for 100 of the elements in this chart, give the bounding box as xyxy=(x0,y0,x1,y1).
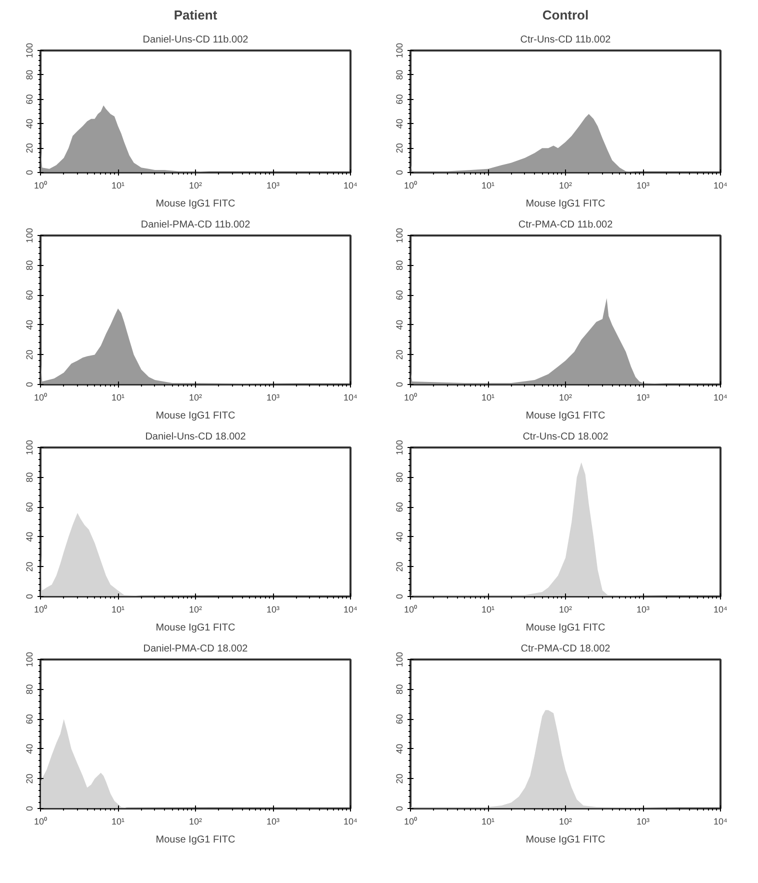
x-tick-label: 10³ xyxy=(636,392,650,402)
y-tick-label: 0 xyxy=(394,170,404,176)
x-tick-label: 10² xyxy=(188,180,202,190)
x-tick-label: 10¹ xyxy=(111,180,125,190)
x-tick-label: 10¹ xyxy=(111,816,125,826)
chart-title: Ctr-Uns-CD 18.002 xyxy=(522,432,609,442)
chart-title: Daniel-PMA-CD 11b.002 xyxy=(140,220,251,230)
y-tick-label: 60 xyxy=(24,290,34,300)
y-tick-label: 40 xyxy=(24,118,34,129)
chart-title: Daniel-Uns-CD 18.002 xyxy=(145,432,246,442)
x-tick-label: 10¹ xyxy=(111,392,125,402)
x-tick-label: 10³ xyxy=(636,816,650,826)
y-tick-label: 80 xyxy=(394,260,404,270)
x-axis-title: Mouse IgG1 FITC xyxy=(526,834,606,846)
x-axis-title: Mouse IgG1 FITC xyxy=(526,622,606,634)
x-axis-title: Mouse IgG1 FITC xyxy=(156,834,236,846)
x-tick-label: 10² xyxy=(558,604,572,614)
y-tick-label: 100 xyxy=(394,652,404,668)
x-tick-label: 10² xyxy=(558,816,572,826)
y-tick-label: 80 xyxy=(24,684,34,694)
x-tick-label: 10⁴ xyxy=(714,604,728,614)
x-tick-label: 10⁰ xyxy=(34,604,48,614)
x-tick-label: 10⁰ xyxy=(34,816,48,826)
x-tick-label: 10⁴ xyxy=(344,816,358,826)
x-tick-label: 10⁰ xyxy=(404,392,418,402)
y-tick-label: 100 xyxy=(394,440,404,456)
x-tick-label: 10³ xyxy=(636,604,650,614)
y-tick-label: 40 xyxy=(394,744,404,754)
y-tick-label: 100 xyxy=(394,42,404,58)
x-tick-label: 10⁴ xyxy=(714,180,728,190)
x-tick-label: 10⁰ xyxy=(404,604,418,614)
x-axis-title: Mouse IgG1 FITC xyxy=(156,410,236,422)
x-tick-label: 10⁴ xyxy=(344,180,358,190)
y-tick-label: 20 xyxy=(394,774,404,784)
x-tick-label: 10⁰ xyxy=(34,180,48,190)
y-tick-label: 60 xyxy=(24,714,34,724)
y-tick-label: 100 xyxy=(24,652,34,668)
y-tick-label: 100 xyxy=(394,228,404,244)
x-tick-label: 10³ xyxy=(266,180,280,190)
x-tick-label: 10⁰ xyxy=(404,816,418,826)
y-tick-label: 20 xyxy=(24,774,34,784)
y-tick-label: 100 xyxy=(24,228,34,244)
y-tick-label: 20 xyxy=(24,562,34,572)
y-tick-label: 60 xyxy=(394,714,404,724)
y-tick-label: 20 xyxy=(394,350,404,360)
x-tick-label: 10¹ xyxy=(481,392,495,402)
y-tick-label: 20 xyxy=(24,143,34,154)
y-tick-label: 80 xyxy=(24,472,34,482)
chart-title: Daniel-Uns-CD 11b.002 xyxy=(142,34,249,46)
y-tick-label: 60 xyxy=(394,502,404,512)
x-tick-label: 10⁴ xyxy=(344,392,358,402)
y-tick-label: 80 xyxy=(24,70,34,80)
y-tick-label: 40 xyxy=(24,744,34,754)
text: Patient xyxy=(174,8,218,22)
x-tick-label: 10² xyxy=(188,392,202,402)
x-tick-label: 10³ xyxy=(636,180,650,190)
x-tick-label: 10³ xyxy=(266,604,280,614)
y-tick-label: 60 xyxy=(24,94,34,104)
y-tick-label: 80 xyxy=(394,684,404,694)
x-tick-label: 10² xyxy=(188,604,202,614)
y-tick-label: 60 xyxy=(394,290,404,300)
y-tick-label: 20 xyxy=(394,562,404,572)
y-tick-label: 80 xyxy=(394,472,404,482)
x-tick-label: 10¹ xyxy=(481,816,495,826)
x-tick-label: 10¹ xyxy=(111,604,125,614)
y-tick-label: 0 xyxy=(394,594,404,600)
y-tick-label: 0 xyxy=(24,806,34,812)
y-tick-label: 100 xyxy=(24,42,34,58)
text: Control xyxy=(542,8,589,22)
x-tick-label: 10⁴ xyxy=(344,604,358,614)
y-tick-label: 20 xyxy=(24,350,34,360)
y-tick-label: 40 xyxy=(24,320,34,330)
chart-title: Ctr-PMA-CD 18.002 xyxy=(520,644,611,654)
x-tick-label: 10² xyxy=(188,816,202,826)
chart-title: Daniel-PMA-CD 18.002 xyxy=(143,644,248,654)
x-tick-label: 10² xyxy=(558,180,572,190)
y-tick-label: 60 xyxy=(394,94,404,104)
x-tick-label: 10⁴ xyxy=(714,392,728,402)
y-tick-label: 80 xyxy=(24,260,34,270)
y-tick-label: 0 xyxy=(394,382,404,388)
y-tick-label: 40 xyxy=(24,532,34,542)
chart-title: Ctr-Uns-CD 11b.002 xyxy=(520,34,612,46)
y-tick-label: 80 xyxy=(394,70,404,80)
x-tick-label: 10³ xyxy=(266,816,280,826)
y-tick-label: 40 xyxy=(394,532,404,542)
y-tick-label: 100 xyxy=(24,440,34,456)
x-axis-title: Mouse IgG1 FITC xyxy=(156,198,236,210)
x-tick-label: 10² xyxy=(558,392,572,402)
x-axis-title: Mouse IgG1 FITC xyxy=(526,198,606,210)
x-tick-label: 10¹ xyxy=(481,604,495,614)
y-tick-label: 0 xyxy=(394,806,404,812)
y-tick-label: 20 xyxy=(394,143,404,154)
x-tick-label: 10⁴ xyxy=(714,816,728,826)
x-tick-label: 10³ xyxy=(266,392,280,402)
y-tick-label: 0 xyxy=(24,382,34,388)
y-tick-label: 0 xyxy=(24,594,34,600)
x-tick-label: 10⁰ xyxy=(34,392,48,402)
chart-title: Ctr-PMA-CD 11b.002 xyxy=(518,220,614,230)
x-tick-label: 10¹ xyxy=(481,180,495,190)
y-tick-label: 0 xyxy=(24,170,34,176)
